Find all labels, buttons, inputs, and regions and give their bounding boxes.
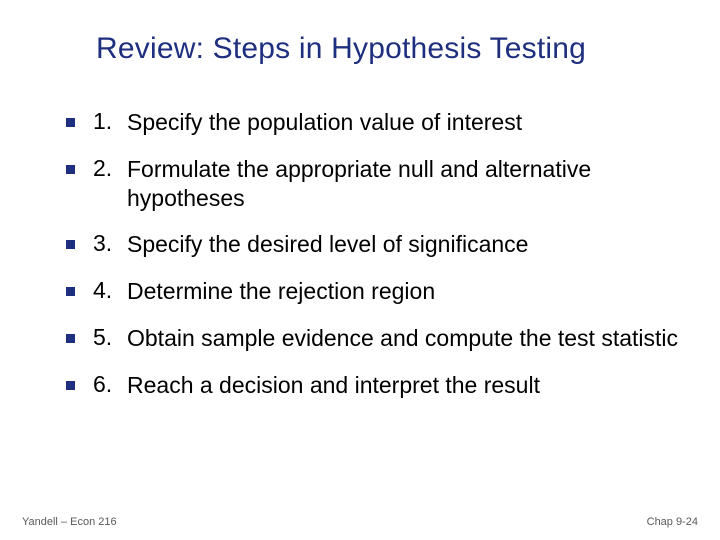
item-number: 3. xyxy=(93,230,121,257)
slide-title: Review: Steps in Hypothesis Testing xyxy=(96,32,700,66)
list-item: 5. Obtain sample evidence and compute th… xyxy=(66,324,680,353)
item-text: Formulate the appropriate null and alter… xyxy=(127,155,680,213)
body-area: 1. Specify the population value of inter… xyxy=(66,108,680,417)
list-item: 3. Specify the desired level of signific… xyxy=(66,230,680,259)
list-item: 4. Determine the rejection region xyxy=(66,277,680,306)
bullet-icon xyxy=(66,381,75,390)
bullet-icon xyxy=(66,240,75,249)
bullet-icon xyxy=(66,287,75,296)
item-text: Determine the rejection region xyxy=(127,277,680,306)
item-text: Obtain sample evidence and compute the t… xyxy=(127,324,680,353)
item-text: Reach a decision and interpret the resul… xyxy=(127,371,680,400)
item-text: Specify the population value of interest xyxy=(127,108,680,137)
item-text: Specify the desired level of significanc… xyxy=(127,230,680,259)
list-item: 2. Formulate the appropriate null and al… xyxy=(66,155,680,213)
bullet-icon xyxy=(66,334,75,343)
item-number: 5. xyxy=(93,324,121,351)
slide: Review: Steps in Hypothesis Testing 1. S… xyxy=(0,0,720,540)
footer-left: Yandell – Econ 216 xyxy=(22,516,117,528)
item-number: 1. xyxy=(93,108,121,135)
item-number: 6. xyxy=(93,371,121,398)
list-item: 6. Reach a decision and interpret the re… xyxy=(66,371,680,400)
bullet-icon xyxy=(66,118,75,127)
footer-right: Chap 9-24 xyxy=(647,516,698,528)
item-number: 2. xyxy=(93,155,121,182)
list-item: 1. Specify the population value of inter… xyxy=(66,108,680,137)
bullet-icon xyxy=(66,165,75,174)
item-number: 4. xyxy=(93,277,121,304)
